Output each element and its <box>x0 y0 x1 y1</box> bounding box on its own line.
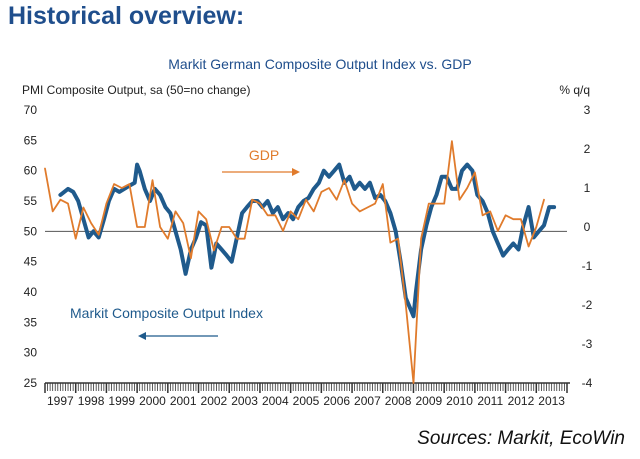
x-tick-label: 2006 <box>323 394 350 408</box>
x-tick-label: 2011 <box>477 394 503 408</box>
x-tick-label: 2000 <box>139 394 166 408</box>
left-axis-label: PMI Composite Output, sa (50=no change) <box>22 83 251 97</box>
x-tick-label: 2007 <box>354 394 381 408</box>
y-right-tick-label: -3 <box>582 337 593 351</box>
axes: 1997 1998 1999 2000 2001 2002 2003 2004 2005 2006… <box>24 103 593 408</box>
y-left-tick-label: 55 <box>24 194 38 208</box>
y-left-tick-label: 45 <box>24 255 38 269</box>
y-left-tick-label: 50 <box>24 224 38 238</box>
gdp-series-line <box>44 140 545 384</box>
y-right-tick-label: -1 <box>582 259 593 273</box>
x-tick-label: 1998 <box>78 394 105 408</box>
annotations: GDP Markit Composite Output Index <box>70 147 300 340</box>
x-tick-label: 2008 <box>385 394 412 408</box>
y-left-tick-label: 30 <box>24 346 38 360</box>
pmi-annotation-arrowhead <box>138 332 146 340</box>
y-left-tick-label: 40 <box>24 285 38 299</box>
right-axis-label: % q/q <box>559 83 590 97</box>
y-right-tick-label: 1 <box>584 181 591 195</box>
pmi-annotation-label: Markit Composite Output Index <box>70 305 263 321</box>
y-right-tick-label: 0 <box>584 220 591 234</box>
x-tick-label: 2009 <box>415 394 442 408</box>
x-tick-label: 2013 <box>538 394 565 408</box>
x-tick-label: 2001 <box>170 394 197 408</box>
y-right-tick-label: 2 <box>584 142 591 156</box>
chart-title: Markit German Composite Output Index vs.… <box>168 56 472 72</box>
page-heading: Historical overview: <box>8 2 245 30</box>
y-right-tick-label: 3 <box>584 103 591 117</box>
series-lines <box>44 140 557 384</box>
sources-note: Sources: Markit, EcoWin <box>417 428 625 449</box>
y-left-tick-label: 35 <box>24 315 38 329</box>
x-tick-label: 1999 <box>108 394 135 408</box>
y-right-tick-label: -4 <box>582 376 593 390</box>
x-tick-label: 2002 <box>201 394 228 408</box>
pmi-series-line <box>58 162 557 319</box>
x-tick-label: 2003 <box>231 394 258 408</box>
x-tick-label: 1997 <box>47 394 74 408</box>
x-tick-label: 2004 <box>262 394 289 408</box>
y-left-tick-label: 65 <box>24 133 38 147</box>
x-tick-label: 2010 <box>446 394 473 408</box>
x-tick-label: 2012 <box>508 394 535 408</box>
gdp-annotation-arrowhead <box>292 168 300 176</box>
y-left-tick-label: 70 <box>24 103 38 117</box>
x-tick-label: 2005 <box>293 394 320 408</box>
y-left-tick-label: 60 <box>24 164 38 178</box>
y-left-tick-label: 25 <box>24 376 38 390</box>
gdp-annotation-label: GDP <box>249 147 279 163</box>
y-right-tick-label: -2 <box>582 298 593 312</box>
